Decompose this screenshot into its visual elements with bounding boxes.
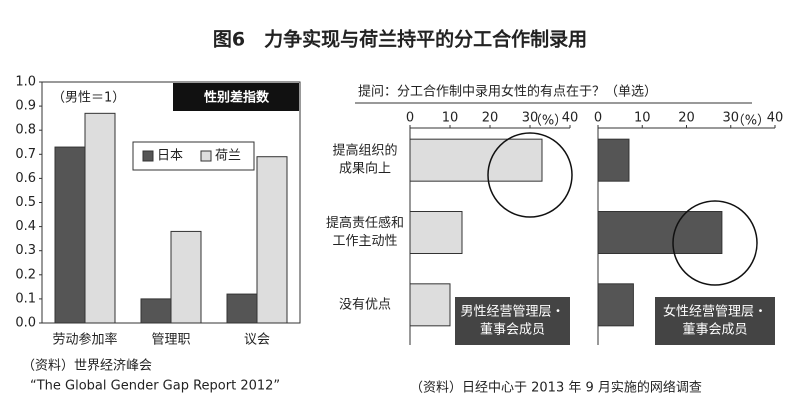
y-tick-label: 0.9 xyxy=(15,99,36,114)
legend-swatch xyxy=(200,150,212,162)
page-title: 图6 力争实现与荷兰持平的分工合作制录用 xyxy=(213,28,587,51)
y-tick-label: 0.3 xyxy=(15,243,36,258)
source: （资料）世界经济峰会 xyxy=(22,359,152,374)
bar xyxy=(170,230,202,324)
x-tick-label: 10 xyxy=(634,111,651,126)
source: （资料）日经中心于 2013 年 9 月实施的网络调查 xyxy=(410,380,702,396)
y-tick-label: 0.8 xyxy=(15,123,36,138)
x-tick-label: 0 xyxy=(406,111,414,126)
note: （男性＝1） xyxy=(52,91,125,106)
x-tick-label: 30 xyxy=(722,111,739,126)
x-tick-label: 30 xyxy=(522,111,539,126)
x-tick-label: 20 xyxy=(482,111,499,126)
y-tick-label: 成果向上 xyxy=(339,161,391,177)
series-label-box xyxy=(455,297,570,345)
y-tick-label: 0.1 xyxy=(15,291,36,306)
x-tick-label: 议会 xyxy=(244,333,270,348)
bar xyxy=(409,211,463,254)
question: 提问：分工合作制中录用女性的有点在于？（单选） xyxy=(358,84,657,100)
highlight-circle xyxy=(487,132,573,218)
x-tick-label: 20 xyxy=(678,111,695,126)
label-box xyxy=(173,83,299,111)
y-tick-label: 0.4 xyxy=(15,219,36,234)
legend-label: 荷兰 xyxy=(215,149,241,164)
x-tick-label: 10 xyxy=(442,111,459,126)
legend-label: 日本 xyxy=(157,149,183,164)
y-tick-label: 0.6 xyxy=(15,171,36,186)
unit: （%） xyxy=(732,114,770,129)
x-tick-label: 40 xyxy=(562,111,579,126)
bar xyxy=(54,146,86,324)
y-tick-label: 0.7 xyxy=(15,147,36,162)
bar xyxy=(597,138,630,182)
y-tick-label: 工作主动性 xyxy=(332,234,397,249)
bar xyxy=(84,112,116,324)
x-tick-label: 0 xyxy=(594,111,602,126)
x-tick-label: 管理职 xyxy=(151,333,190,348)
bar xyxy=(226,293,258,324)
x-tick-label: 劳动参加率 xyxy=(52,332,117,348)
bar xyxy=(597,283,634,327)
bar xyxy=(409,283,451,327)
x-tick-label: 40 xyxy=(767,111,784,126)
bar xyxy=(140,298,172,324)
series-label: 董事会成员 xyxy=(480,323,545,338)
y-tick-label: 0.2 xyxy=(15,267,36,282)
series-label: 女性经营管理层・ xyxy=(663,304,767,320)
y-tick-label: 提高责任感和 xyxy=(326,215,404,231)
label-box-text: 性别差指数 xyxy=(204,90,270,106)
source: “The Global Gender Gap Report 2012” xyxy=(30,379,280,394)
y-tick-label: 没有优点 xyxy=(339,297,391,312)
bar xyxy=(409,138,543,182)
series-label-box xyxy=(655,297,775,345)
legend-swatch xyxy=(142,150,154,162)
bar xyxy=(597,211,723,254)
y-tick-label: 0.5 xyxy=(15,195,36,210)
series-label: 男性经营管理层・ xyxy=(460,305,564,320)
highlight-circle xyxy=(672,200,758,286)
unit: （%） xyxy=(529,114,567,129)
bar xyxy=(256,156,288,324)
y-tick-label: 1.0 xyxy=(15,75,36,90)
y-tick-label: 提高组织的 xyxy=(332,143,397,159)
y-tick-label: 0.0 xyxy=(15,316,36,331)
series-label: 董事会成员 xyxy=(682,323,747,338)
